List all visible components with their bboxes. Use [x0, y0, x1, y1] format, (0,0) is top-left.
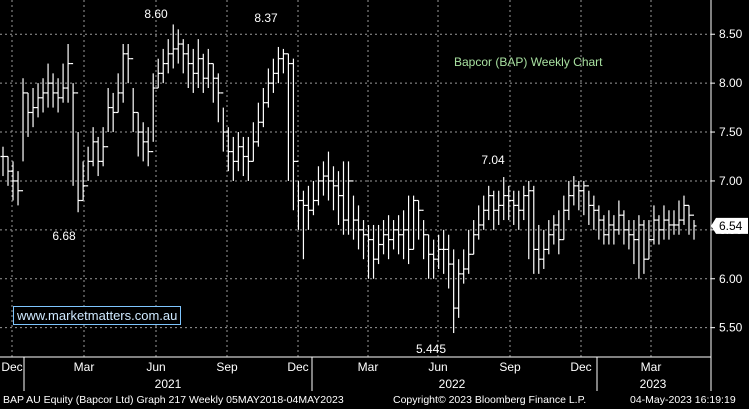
x-tick-label: Sep [216, 360, 238, 374]
footer-timestamp: 04-May-2023 16:19:19 [630, 394, 736, 406]
price-annotation: 7.04 [481, 153, 505, 167]
y-tick-label: 5.50 [719, 321, 743, 335]
price-annotation: 8.37 [254, 11, 278, 25]
y-tick-label: 6.00 [719, 272, 743, 286]
price-annotation: 6.68 [52, 229, 76, 243]
x-tick-label: Jun [428, 360, 447, 374]
x-tick-label: Mar [358, 360, 379, 374]
last-price-label: 6.54 [719, 219, 743, 233]
chart-title: Bapcor (BAP) Weekly Chart [454, 55, 603, 69]
ohlc-bars [0, 24, 697, 334]
year-label: 2021 [155, 377, 182, 391]
price-annotation: 5.445 [416, 342, 446, 356]
y-tick-label: 8.50 [719, 27, 743, 41]
chart-text: 8.508.007.507.006.506.005.50DecMarJunSep… [1, 7, 748, 391]
last-price-tag [711, 217, 748, 234]
x-tick-label: Jun [146, 360, 165, 374]
year-label: 2022 [439, 377, 466, 391]
x-tick-label: Dec [1, 360, 22, 374]
grid-lines [0, 0, 711, 357]
price-annotation: 8.60 [144, 7, 168, 21]
x-tick-label: Dec [570, 360, 591, 374]
y-tick-label: 7.00 [719, 174, 743, 188]
watermark-link[interactable]: www.marketmatters.com.au [13, 306, 182, 325]
y-tick-label: 7.50 [719, 125, 743, 139]
y-tick-label: 8.00 [719, 76, 743, 90]
x-tick-label: Mar [641, 360, 662, 374]
x-tick-label: Sep [499, 360, 521, 374]
x-tick-label: Dec [287, 360, 308, 374]
footer-bar: BAP AU Equity (Bapcor Ltd) Graph 217 Wee… [0, 391, 749, 409]
year-label: 2023 [640, 377, 667, 391]
footer-copyright: Copyright© 2023 Bloomberg Finance L.P. [393, 394, 587, 406]
x-tick-label: Mar [74, 360, 95, 374]
axes [0, 0, 715, 391]
footer-security: BAP AU Equity (Bapcor Ltd) Graph 217 Wee… [3, 394, 344, 406]
